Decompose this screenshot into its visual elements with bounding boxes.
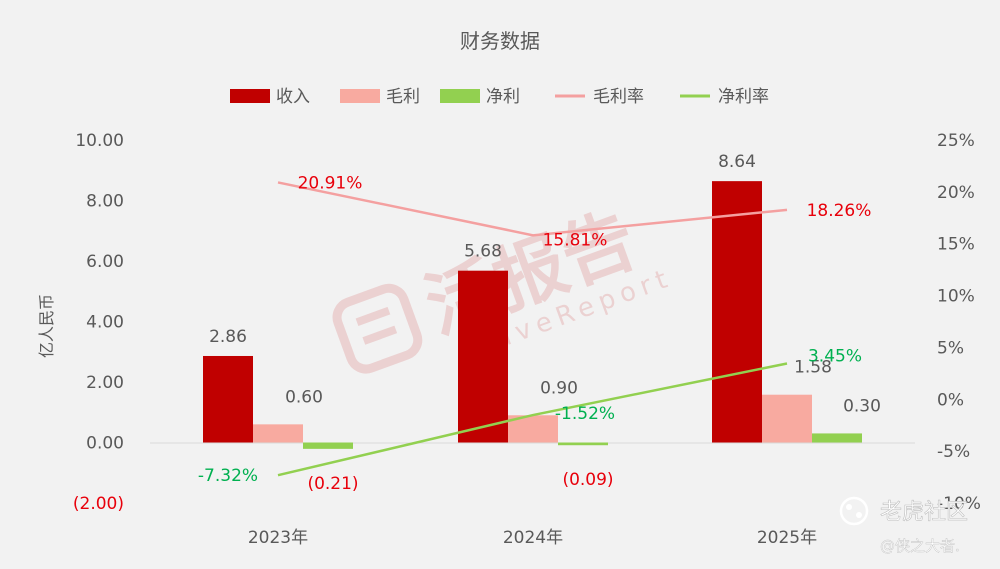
rate-value-label: -7.32% (198, 466, 258, 486)
bar-value-label: 0.60 (285, 387, 323, 407)
y-tick-label: 2.00 (86, 373, 124, 393)
legend-label: 净利 (486, 87, 520, 107)
legend-swatch (230, 89, 270, 103)
y-tick-label: (2.00) (73, 494, 124, 514)
bar-value-label: 8.64 (718, 152, 756, 172)
footer-author: @侠之大者. (880, 537, 960, 555)
y2-tick-label: 15% (937, 235, 975, 255)
bar-value-label: (0.21) (307, 474, 358, 494)
x-axis-ticks: 2023年 2024年 2025年 (248, 528, 817, 548)
rate-line (277, 181, 788, 237)
rate-value-label: 18.26% (807, 201, 872, 221)
y2-tick-label: 25% (937, 131, 975, 151)
legend-label: 净利率 (718, 87, 769, 107)
y2-tick-label: 10% (937, 287, 975, 307)
footer-community: 老虎社区 (880, 500, 968, 525)
legend-label: 毛利率 (593, 87, 644, 107)
rate-value-label: 3.45% (808, 347, 862, 367)
bar (762, 394, 812, 443)
legend-swatch (440, 89, 480, 103)
y-tick-label: 10.00 (75, 131, 124, 151)
watermark-logo-icon (332, 283, 423, 374)
y2-tick-label: -5% (937, 442, 970, 462)
y2-tick-label: 20% (937, 183, 975, 203)
chart-title: 财务数据 (460, 29, 540, 53)
rate-lines (277, 181, 788, 477)
y2-tick-label: 5% (937, 338, 964, 358)
y-axis-ticks: (2.00) 0.00 2.00 4.00 6.00 8.00 10.00 (73, 131, 124, 514)
bar-value-label: 2.86 (209, 327, 247, 347)
y2-axis-ticks: -10% -5% 0% 5% 10% 15% 20% 25% (937, 131, 981, 514)
bar (253, 424, 303, 443)
y-tick-label: 4.00 (86, 313, 124, 333)
bar (558, 442, 608, 446)
y2-tick-label: -10% (937, 494, 981, 514)
rate-value-label: 20.91% (298, 173, 363, 193)
bar (203, 355, 253, 443)
legend-label: 收入 (276, 87, 310, 107)
bars (203, 181, 862, 449)
y2-tick-label: 0% (937, 390, 964, 410)
data-labels: 2.86 5.68 8.64 0.60 0.90 1.58 (0.21) (0.09) 0.30… (198, 152, 881, 494)
y-tick-label: 8.00 (86, 192, 124, 212)
bar (712, 181, 762, 443)
bar-value-label: 0.30 (843, 396, 881, 416)
bar-value-label: 5.68 (464, 242, 502, 262)
legend-label: 毛利 (386, 87, 420, 107)
y-tick-label: 0.00 (86, 434, 124, 454)
bar (303, 442, 353, 449)
bar-value-label: 1.58 (794, 358, 832, 378)
x-tick-label: 2023年 (248, 528, 308, 548)
rate-value-label: -1.52% (555, 404, 615, 424)
footer: 老虎社区 @侠之大者. (839, 496, 968, 555)
y-tick-label: 6.00 (86, 252, 124, 272)
x-tick-label: 2024年 (503, 528, 563, 548)
bar (812, 433, 862, 443)
rate-line (277, 362, 788, 477)
bar (458, 270, 508, 443)
rate-value-label: 15.81% (543, 230, 608, 250)
y-axis-label: 亿人民币 (37, 294, 56, 358)
tiger-community-icon (839, 496, 869, 526)
bar-value-label: 0.90 (540, 378, 578, 398)
bar-value-label: (0.09) (562, 470, 613, 490)
x-tick-label: 2025年 (757, 528, 817, 548)
legend: 收入 毛利 净利 毛利率 净利率 (230, 87, 769, 107)
legend-swatch (340, 89, 380, 103)
